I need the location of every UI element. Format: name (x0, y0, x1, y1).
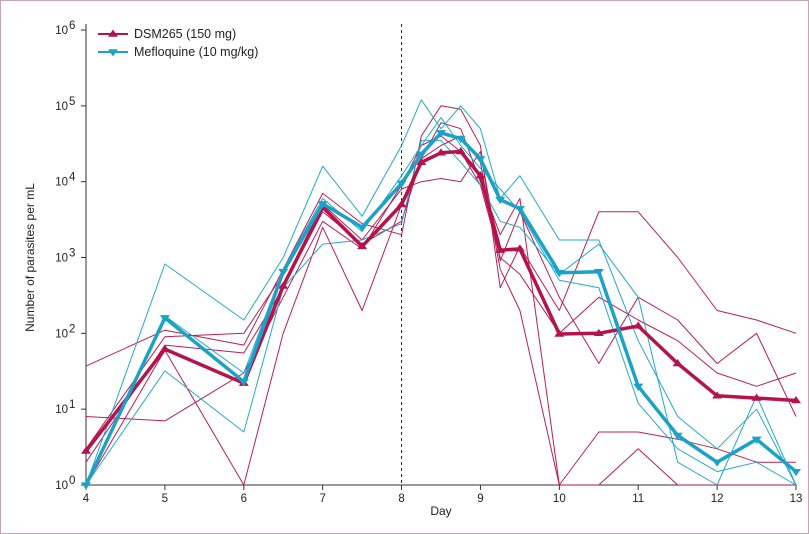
legend-swatch-marker (108, 29, 118, 37)
legend: DSM265 (150 mg) Mefloquine (10 mg/kg) (98, 27, 258, 59)
data-point-mef (475, 156, 486, 164)
data-point-mef (495, 196, 506, 205)
data-point-mef (238, 379, 249, 387)
x-tick-label: 11 (632, 493, 644, 505)
individual-trace-dsm (85, 135, 796, 486)
x-tick-label: 12 (711, 493, 724, 505)
data-point-dsm (278, 281, 289, 289)
data-point-mef (278, 268, 289, 277)
x-tick-label: 9 (477, 493, 483, 505)
data-point-dsm (514, 244, 525, 252)
data-point-dsm (159, 344, 170, 352)
data-point-mef (633, 383, 644, 391)
data-point-dsm (633, 321, 644, 329)
y-tick-label: 10 (55, 328, 68, 340)
data-point-dsm (672, 359, 683, 367)
y-tick-label: 10 (55, 404, 68, 416)
y-tick-label: 10 (55, 25, 68, 37)
data-point-mef (455, 135, 466, 144)
y-axis-title: Number of parasites per mL (23, 183, 37, 332)
data-point-mef (791, 468, 801, 477)
data-point-dsm (416, 157, 427, 166)
individual-trace-mef (85, 117, 797, 486)
data-point-dsm (357, 241, 368, 250)
x-tick-label: 13 (790, 493, 803, 505)
data-point-mef (357, 224, 368, 232)
y-tick-label: 10 (55, 177, 68, 189)
data-point-dsm (436, 148, 446, 156)
y-tick-label: 10 (55, 480, 68, 492)
data-point-dsm (455, 146, 466, 155)
data-point-dsm (712, 391, 723, 399)
x-axis-title: Day (430, 504, 451, 518)
data-point-dsm (751, 393, 762, 401)
data-point-mef (751, 436, 762, 444)
data-point-mef (436, 130, 446, 138)
legend-label: Mefloquine (10 mg/kg) (134, 45, 258, 59)
data-point-dsm (554, 329, 565, 337)
y-tick-exponent: 0 (69, 475, 75, 487)
data-point-mef (514, 206, 525, 214)
x-tick-label: 6 (241, 493, 247, 505)
individual-traces (85, 99, 797, 486)
individual-trace-dsm (85, 105, 797, 367)
y-tick-exponent: 1 (69, 399, 75, 411)
data-point-mef (593, 268, 604, 277)
data-point-dsm (593, 328, 604, 337)
y-tick-label: 10 (55, 253, 68, 265)
data-point-mef (317, 201, 328, 209)
data-point-mef (672, 432, 683, 440)
individual-trace-dsm (85, 135, 797, 422)
x-tick-label: 10 (553, 493, 566, 505)
data-point-dsm (396, 199, 407, 208)
mean-series (81, 130, 801, 490)
data-point-mef (396, 180, 407, 188)
data-point-mef (712, 459, 723, 467)
y-tick-exponent: 2 (69, 323, 75, 335)
series-line-dsm (84, 149, 797, 453)
data-point-dsm (495, 245, 506, 253)
y-tick-exponent: 4 (69, 172, 76, 184)
data-point-mef (81, 482, 91, 490)
y-tick-exponent: 3 (69, 248, 75, 260)
individual-trace-mef (85, 99, 797, 486)
individual-trace-dsm (85, 122, 796, 486)
data-point-dsm (81, 446, 91, 454)
data-point-mef (416, 151, 427, 159)
data-point-dsm (475, 171, 486, 179)
x-tick-label: 5 (162, 493, 168, 505)
legend-label: DSM265 (150 mg) (134, 27, 236, 41)
individual-trace-mef (85, 139, 797, 486)
data-point-mef (159, 315, 170, 323)
y-tick-exponent: 5 (69, 96, 75, 108)
x-tick-label: 7 (319, 493, 325, 505)
y-tick-exponent: 6 (69, 20, 75, 32)
legend-swatch-marker (108, 49, 118, 57)
data-point-dsm (791, 396, 801, 404)
x-tick-label: 8 (398, 493, 404, 505)
series-line-mef (84, 131, 798, 486)
data-point-mef (554, 270, 565, 278)
x-tick-label: 4 (83, 493, 90, 505)
y-tick-label: 10 (55, 101, 68, 113)
